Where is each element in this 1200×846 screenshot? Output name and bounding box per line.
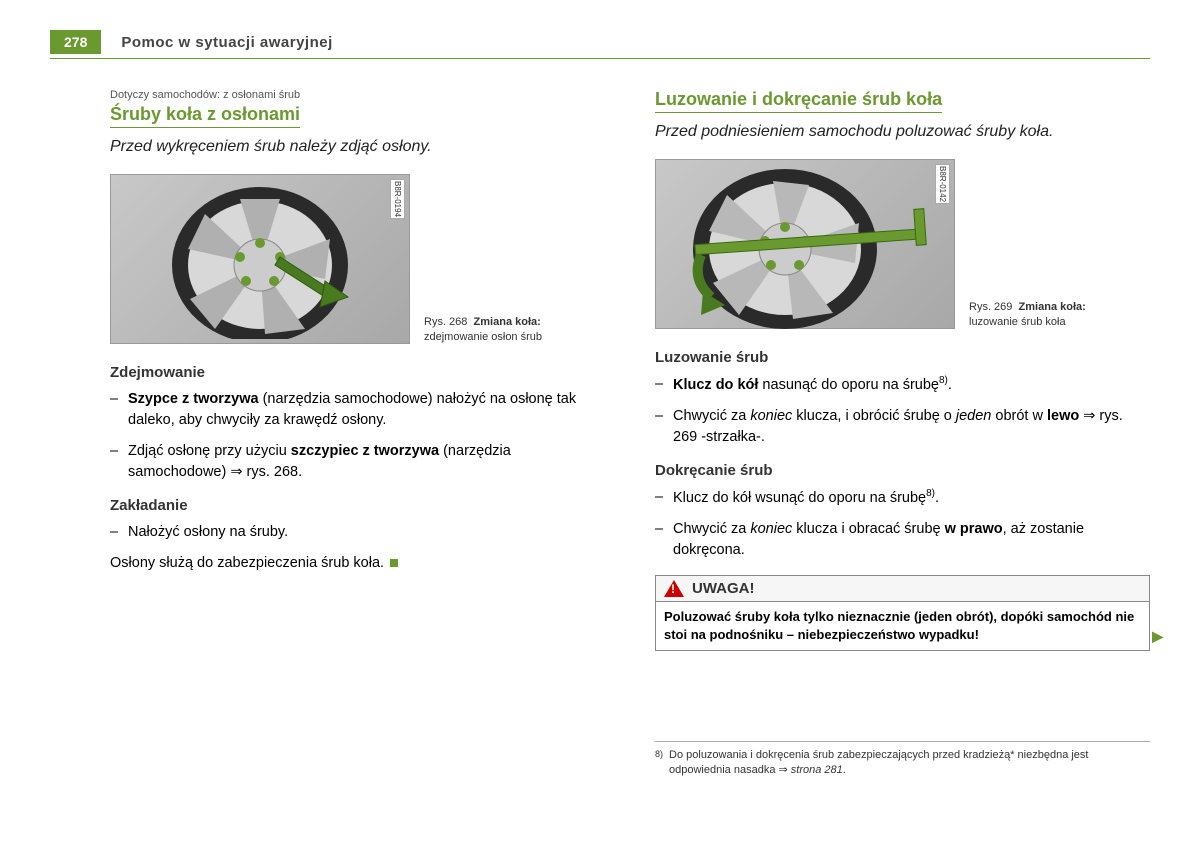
figure-268-image: B8R-0194 [110, 174, 410, 344]
wheel-illustration [130, 179, 390, 339]
section-title-left: Śruby koła z osłonami [110, 104, 300, 128]
section-intro-right: Przed podniesieniem samochodu poluzować … [655, 123, 1150, 141]
footnote-number: 8) [655, 748, 663, 778]
figure-268: B8R-0194 [110, 174, 605, 344]
step-item: Szypce z tworzywa (narzędzia samochodowe… [128, 389, 605, 431]
warning-title: UWAGA! [692, 580, 755, 597]
figure-code: B8R-0194 [390, 179, 405, 219]
continue-arrow-icon: ▶ [1152, 627, 1163, 647]
figure-269-caption: Rys. 269 Zmiana koła: luzowanie śrub koł… [969, 300, 1119, 329]
subhead-zdejmowanie: Zdejmowanie [110, 364, 605, 381]
steps-dokrecanie: Klucz do kół wsunąć do oporu na śrubę8).… [655, 487, 1150, 561]
subhead-luzowanie: Luzowanie śrub [655, 349, 1150, 366]
steps-zakladanie: Nałożyć osłony na śruby. [110, 522, 605, 543]
page-header: 278 Pomoc w sytuacji awaryjnej [50, 30, 1150, 54]
warning-triangle-icon [664, 580, 684, 597]
steps-luzowanie: Klucz do kół nasunąć do oporu na śrubę8)… [655, 374, 1150, 448]
header-title: Pomoc w sytuacji awaryjnej [121, 34, 332, 51]
applies-to-note: Dotyczy samochodów: z osłonami śrub [110, 89, 605, 101]
step-item: Chwycić za koniec klucza, i obrócić śrub… [673, 406, 1150, 448]
left-column: Dotyczy samochodów: z osłonami śrub Śrub… [110, 89, 605, 778]
section-intro-left: Przed wykręceniem śrub należy zdjąć osło… [110, 138, 605, 156]
footnote: 8) Do poluzowania i dokręcenia śrub zabe… [655, 748, 1150, 778]
subhead-zakladanie: Zakładanie [110, 497, 605, 514]
step-item: Klucz do kół wsunąć do oporu na śrubę8). [673, 487, 1150, 509]
warning-body: Poluzować śruby koła tylko nieznacznie (… [656, 602, 1149, 650]
warning-header: UWAGA! [656, 576, 1149, 602]
page-number: 278 [50, 30, 101, 54]
step-item: Zdjąć osłonę przy użyciu szczypiec z two… [128, 441, 605, 483]
figure-268-caption: Rys. 268 Zmiana koła: zdejmowanie osłon … [424, 315, 574, 344]
footnote-separator [655, 741, 1150, 742]
right-column: Luzowanie i dokręcanie śrub koła Przed p… [655, 89, 1150, 778]
warning-box: UWAGA! Poluzować śruby koła tylko niezna… [655, 575, 1150, 651]
figure-269-image: B8R-0142 [655, 159, 955, 329]
step-item: Klucz do kół nasunąć do oporu na śrubę8)… [673, 374, 1150, 396]
steps-zdejmowanie: Szypce z tworzywa (narzędzia samochodowe… [110, 389, 605, 483]
footnote-text: Do poluzowania i dokręcenia śrub zabezpi… [669, 748, 1150, 778]
header-rule [50, 58, 1150, 59]
end-marker-icon [390, 559, 398, 567]
step-item: Nałożyć osłony na śruby. [128, 522, 605, 543]
wheel-wrench-illustration [655, 159, 955, 329]
figure-269: B8R-0142 [655, 159, 1150, 329]
section-title-right: Luzowanie i dokręcanie śrub koła [655, 89, 942, 113]
trailing-text: Osłony służą do zabezpieczenia śrub koła… [110, 553, 605, 573]
subhead-dokrecanie: Dokręcanie śrub [655, 462, 1150, 479]
step-item: Chwycić za koniec klucza i obracać śrubę… [673, 519, 1150, 561]
